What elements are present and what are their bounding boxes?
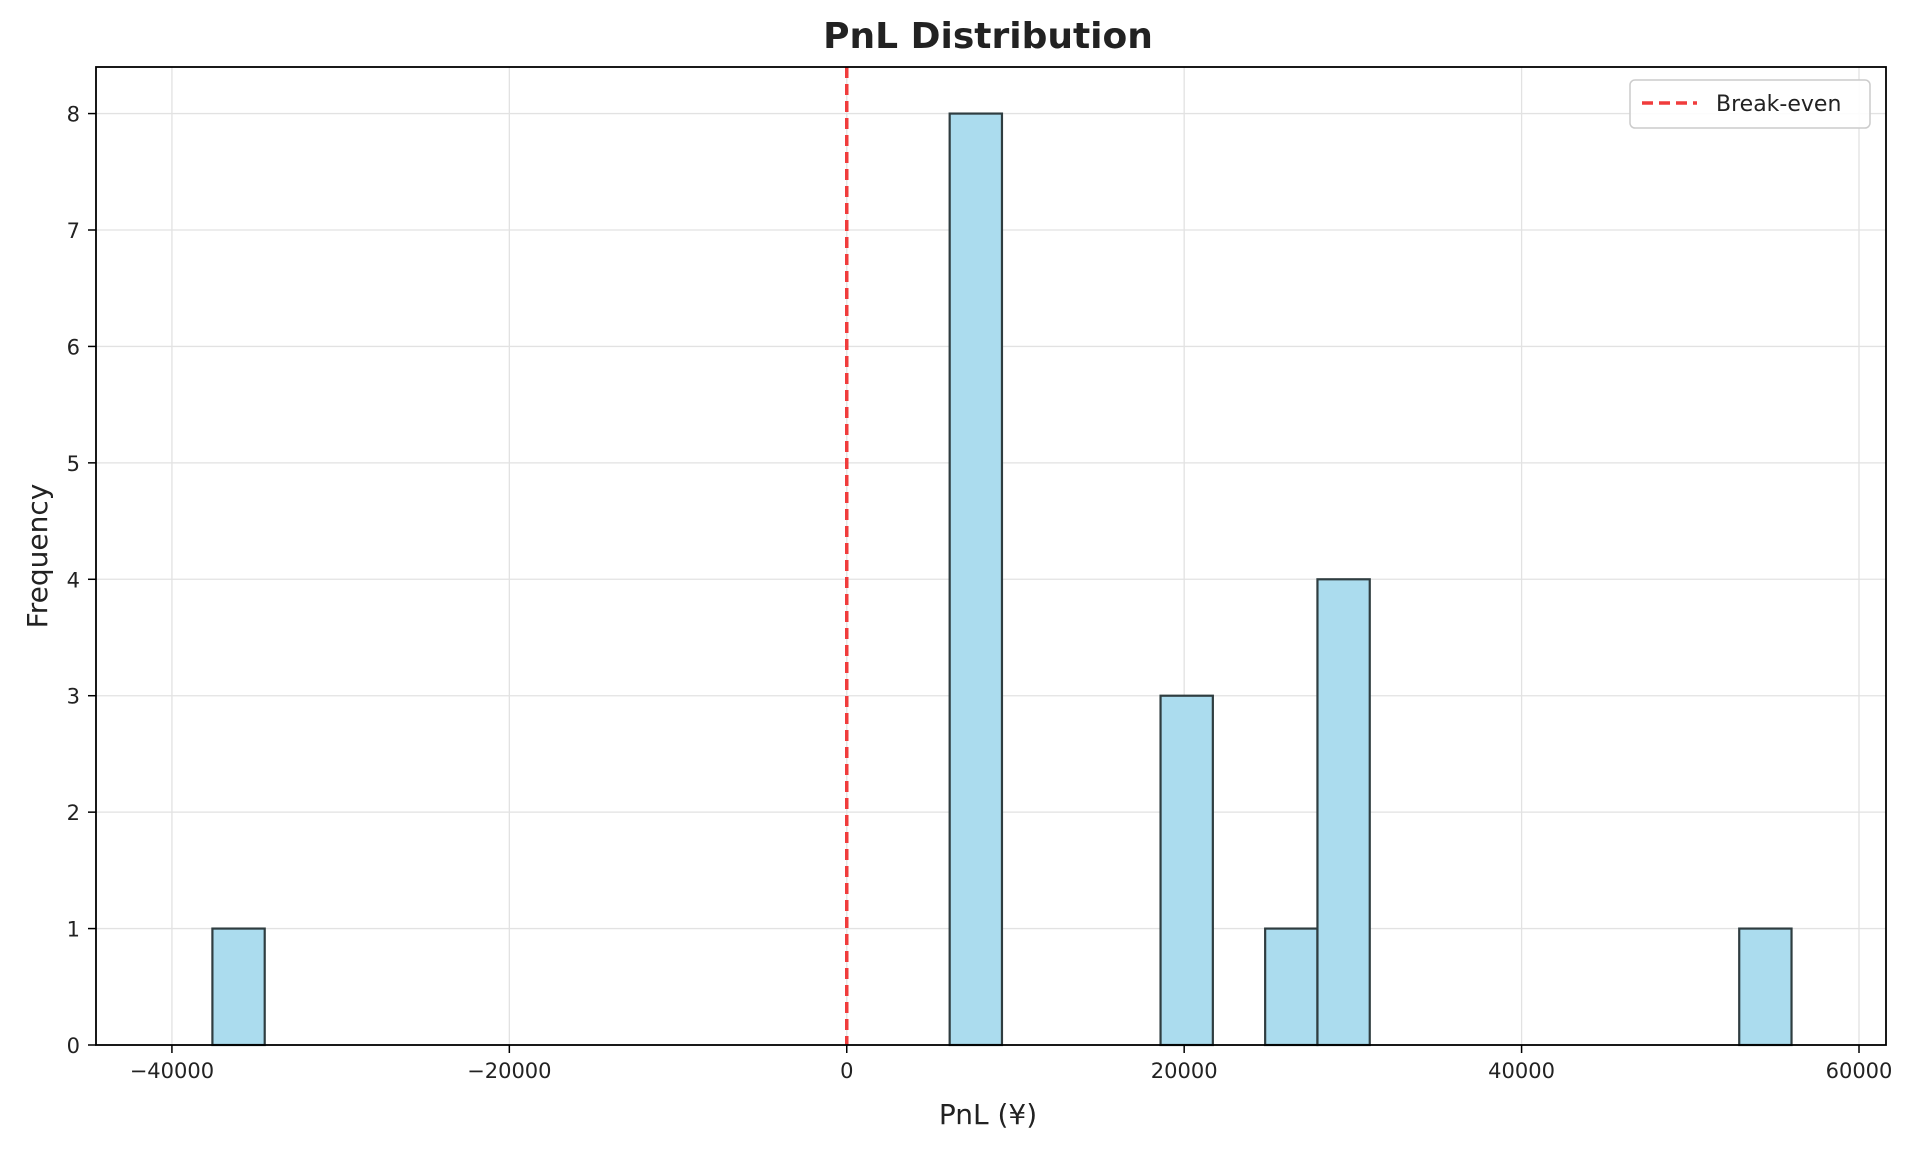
axes-layer [95, 66, 1887, 1046]
histogram-bar [1264, 927, 1319, 1047]
histogram-bar [1738, 927, 1793, 1047]
y-tick-label: 5 [67, 452, 80, 476]
bars-layer [211, 112, 1793, 1047]
y-tick-label: 8 [67, 103, 80, 127]
y-tick-label: 6 [67, 335, 80, 359]
y-tick-label: 1 [67, 918, 80, 942]
x-tick-label: 0 [840, 1059, 853, 1083]
x-tick-label: 60000 [1826, 1059, 1893, 1083]
legend: Break-even [1629, 79, 1871, 129]
ticks-layer: −40000 −20000 0 20000 40000 60000 0 1 2 3 4 5 6 7 8 [67, 103, 1893, 1083]
y-tick-label: 2 [67, 801, 80, 825]
y-tick-label: 0 [67, 1034, 80, 1058]
chart-title: PnL Distribution [823, 16, 1153, 57]
legend-entry-break-even: Break-even [1716, 92, 1841, 117]
y-axis-label: Frequency [21, 484, 54, 629]
y-tick-label: 4 [67, 568, 80, 592]
y-tick-label: 3 [67, 685, 80, 709]
histogram-bar [211, 927, 266, 1047]
x-tick-label: 40000 [1488, 1059, 1555, 1083]
legend-box [1629, 79, 1871, 129]
x-tick-label: −20000 [467, 1059, 551, 1083]
x-axis-label: PnL (¥) [939, 1098, 1037, 1131]
x-tick-label: 20000 [1151, 1059, 1218, 1083]
histogram-bar [1159, 694, 1214, 1047]
histogram-bar [1316, 578, 1371, 1047]
histogram-bar [948, 112, 1004, 1047]
plot-frame [95, 66, 1887, 1046]
x-tick-label: −40000 [130, 1059, 214, 1083]
y-tick-label: 7 [67, 219, 80, 243]
